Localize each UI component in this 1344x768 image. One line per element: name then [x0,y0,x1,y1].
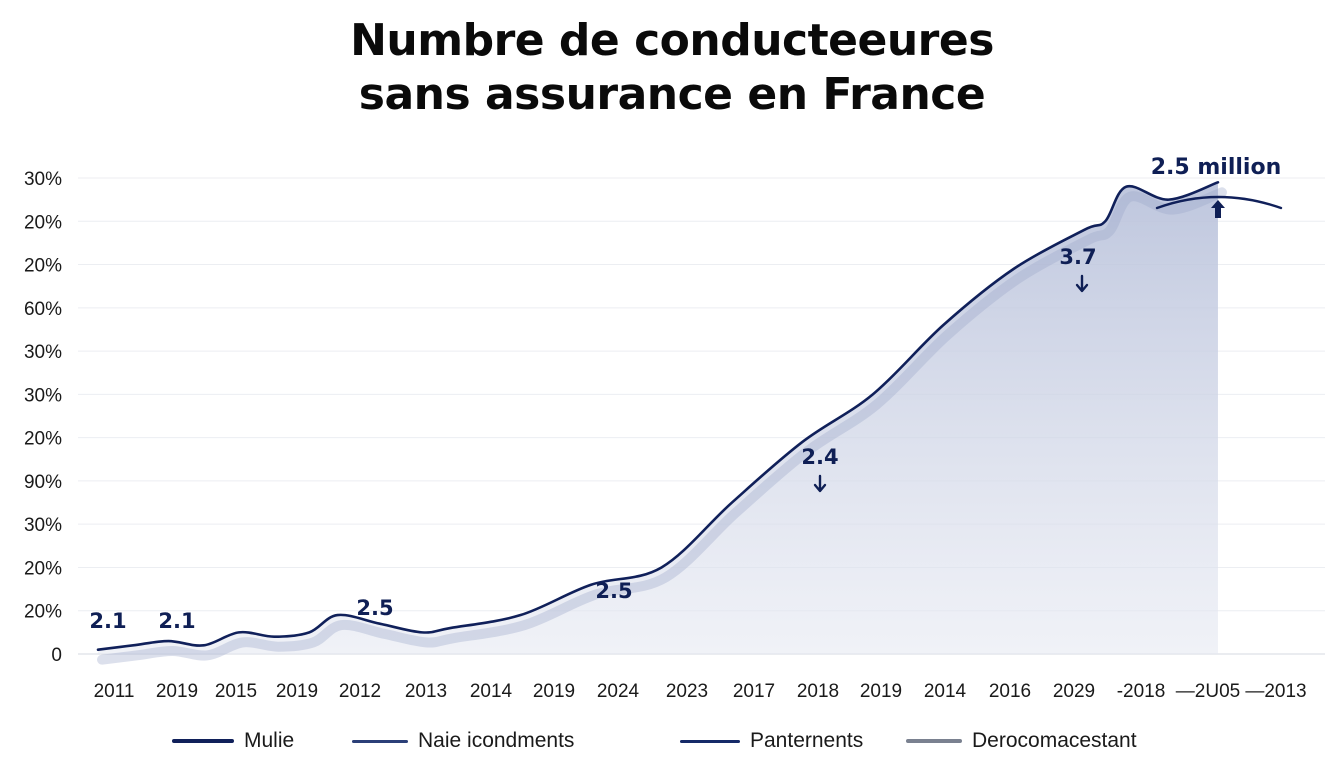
legend-label-1: Mulie [244,729,295,752]
series-area [97,182,1227,665]
annotation-label: 2.5 [356,596,393,620]
legend-label-3: Panternents [750,729,864,752]
chart-title-line-1: Numbre de conducteeures [350,15,994,66]
legend-label-2: Naie icondments [418,729,575,752]
legend: Mulie Naie icondments Panternents Deroco… [0,726,1344,756]
annotation-arrow-down [813,474,827,493]
series-line-path [96,181,1220,651]
x-tick-label: -2018 [1117,681,1166,702]
legend-item-3: Panternents [680,726,863,756]
series-area-fill [98,182,1218,654]
series-line [96,181,1283,651]
x-tick-label: 2011 [94,681,135,702]
annotations: 2.1 2.1 2.5 2.5 2.4 3.7 2.5 million [89,155,1281,633]
annotation-arrow-up [1211,200,1225,218]
annotation-label: 2.4 [801,445,838,469]
legend-item-4: Derocomacestant [906,726,1137,756]
x-tick-label: 2019 [860,681,902,702]
y-tick-label: 20% [24,212,62,233]
y-tick-label: 20% [24,256,62,277]
x-tick-label: 2019 [156,681,198,702]
annotation-label: 2.5 million [1151,155,1282,180]
x-tick-label: —2013 [1245,681,1306,702]
x-tick-label: 2019 [533,681,575,702]
x-axis: 2011 2019 2015 2019 2012 2013 2014 2019 2024 2023… [94,681,1307,702]
y-tick-label: 20% [24,558,62,579]
y-tick-label: 20% [24,602,62,623]
annotation-arrow-down [1075,274,1089,293]
y-axis: 0 20% 20% 30% 90% 20% 30% 30% 60% 20% 20% 30% [24,169,62,666]
x-tick-label: 2019 [276,681,318,702]
y-tick-label: 30% [24,342,62,363]
x-tick-label: 2015 [215,681,257,702]
chart-title: Numbre de conducteeures sans assurance e… [0,14,1344,122]
y-tick-label: 20% [24,429,62,450]
annotation-label: 3.7 [1059,245,1096,269]
x-tick-label: 2017 [733,681,775,702]
legend-item-2: Naie icondments [352,726,574,756]
x-tick-label: 2014 [924,681,967,702]
y-tick-label: 0 [51,645,62,666]
x-tick-label: 2018 [797,681,839,702]
x-tick-label: 2023 [666,681,708,702]
x-tick-label: 2013 [405,681,447,702]
y-tick-label: 60% [24,299,62,320]
series-line-shadow [97,187,1227,665]
y-tick-label: 30% [24,169,62,190]
annotation-label: 2.5 [595,579,632,603]
legend-swatch-1 [172,739,234,743]
y-tick-label: 30% [24,385,62,406]
y-tick-label: 30% [24,515,62,536]
x-tick-label: 2024 [597,681,640,702]
y-tick-label: 90% [24,472,62,493]
x-tick-label: 2029 [1053,681,1095,702]
x-tick-label: 2014 [470,681,513,702]
legend-swatch-4 [906,739,962,743]
legend-item-1: Mulie [172,726,294,756]
annotation-label: 2.1 [158,609,195,633]
chart-title-line-2: sans assurance en France [358,69,986,120]
legend-swatch-3 [680,739,740,743]
legend-label-4: Derocomacestant [972,729,1137,752]
annotation-label: 2.1 [89,609,126,633]
x-tick-label: 2012 [339,681,381,702]
x-tick-label: —2U05 [1176,681,1240,702]
x-tick-label: 2016 [989,681,1031,702]
peak-arc [1155,195,1283,210]
legend-swatch-2 [352,739,408,743]
